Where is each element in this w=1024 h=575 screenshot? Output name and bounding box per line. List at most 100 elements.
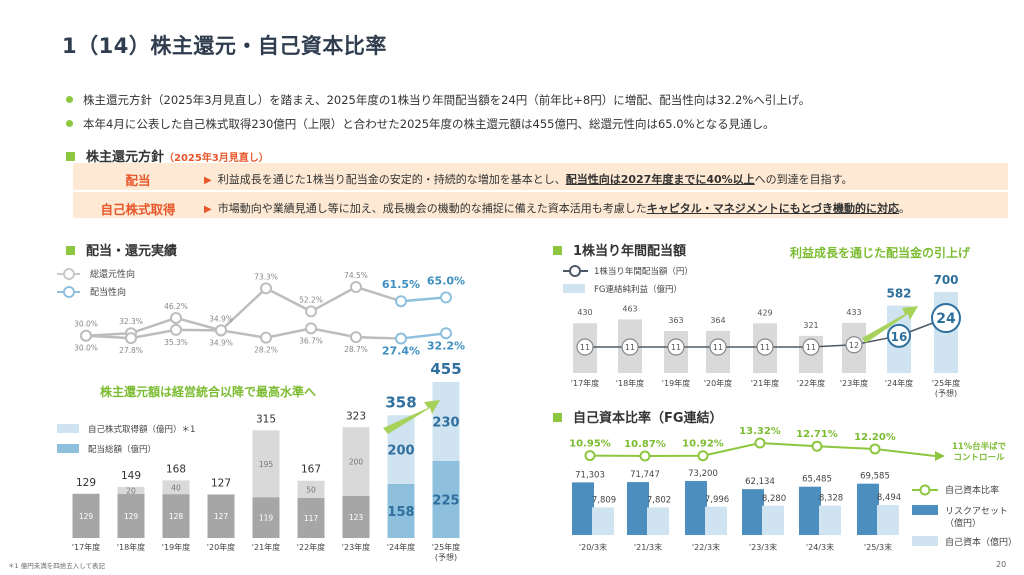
payout-label: 28.2% bbox=[254, 346, 278, 355]
bar-total-label: 149 bbox=[121, 470, 141, 482]
bullet-2-text: 本年4月に公表した自己株式取得230億円（上限）と合わせた2025年度の株主還元… bbox=[83, 117, 775, 131]
bar-dividend-label: 128 bbox=[169, 512, 184, 521]
policy-text-highlight: キャピタル・マネジメントにもとづき機動的に対応 bbox=[646, 202, 900, 215]
equity-category-label: '25/3末 bbox=[864, 542, 892, 552]
bar-profit-label: 582 bbox=[886, 287, 911, 301]
dps-category-label-sub: (予想) bbox=[935, 388, 957, 398]
payout-point bbox=[260, 331, 272, 344]
payout-line-1 bbox=[85, 327, 402, 340]
returns-category-label: '21年度 bbox=[252, 542, 280, 552]
legend-label-buyback: 自己株式取得額（億円）＊1 bbox=[88, 424, 195, 435]
payout-point bbox=[215, 324, 227, 337]
equity-category-label: '21/3末 bbox=[634, 542, 662, 552]
dps-category-label: '24年度 bbox=[885, 378, 913, 388]
dps-point bbox=[756, 338, 774, 356]
bar-dividend bbox=[432, 460, 460, 538]
bar-profit-label: 364 bbox=[710, 316, 725, 325]
payout-label: 30.0% bbox=[74, 344, 98, 353]
equity-ratio-label: 10.95% bbox=[569, 439, 611, 450]
bar-buyback bbox=[162, 480, 190, 495]
bar-total-label: 315 bbox=[256, 413, 276, 425]
bar-equity bbox=[705, 506, 727, 535]
payout-point bbox=[305, 305, 317, 318]
square-bullet-icon bbox=[553, 246, 562, 255]
returns-growth-arrow-icon bbox=[383, 400, 440, 434]
bar-dividend bbox=[387, 483, 415, 538]
dps-point bbox=[709, 338, 727, 356]
payout-point bbox=[170, 311, 182, 324]
payout-label: 34.9% bbox=[209, 314, 233, 323]
bar-dividend bbox=[252, 497, 280, 538]
bar-buyback bbox=[432, 382, 460, 461]
payout-point bbox=[125, 332, 137, 345]
bar-buyback bbox=[342, 427, 370, 496]
bar-total-label: 167 bbox=[301, 464, 321, 476]
dps-category-label: '22年度 bbox=[797, 378, 825, 388]
bar-equity bbox=[762, 505, 784, 535]
bar-equity bbox=[592, 507, 614, 535]
policy-row-dividend: 配当 ▶ 利益成長を通じた1株当り配当金の安定的・持続的な増加を基本とし、配当性向… bbox=[73, 163, 1008, 190]
legend-swatch-equity bbox=[912, 536, 938, 546]
policy-heading: 株主還元方針（2025年3月見直し） bbox=[66, 146, 269, 165]
payout-label: 73.3% bbox=[254, 272, 278, 281]
returns-category-label: '17年度 bbox=[72, 542, 100, 552]
policy-label-dividend: 配当 bbox=[125, 173, 151, 188]
payout-point bbox=[305, 322, 317, 335]
equity-label: 7,996 bbox=[705, 495, 729, 505]
dps-point-label: 11 bbox=[580, 343, 590, 352]
risk-asset-label: 73,200 bbox=[688, 469, 718, 479]
bar-risk-asset bbox=[857, 483, 879, 535]
equity-ratio-label: 13.32% bbox=[739, 426, 781, 437]
bar-risk-asset bbox=[685, 481, 707, 535]
returns-category-label: '23年度 bbox=[342, 542, 370, 552]
bar-profit-label: 363 bbox=[668, 316, 683, 325]
payout-point bbox=[170, 323, 182, 336]
payout-label: 52.2% bbox=[299, 295, 323, 304]
payout-point bbox=[350, 281, 362, 293]
dps-category-label: '17年度 bbox=[571, 378, 599, 388]
bar-buyback-label: 40 bbox=[171, 483, 181, 492]
bar-dividend bbox=[207, 494, 235, 538]
legend-label-total: 総還元性向 bbox=[90, 268, 135, 280]
bar-profit-label: 429 bbox=[757, 308, 772, 317]
policy-box: 配当 ▶ 利益成長を通じた1株当り配当金の安定的・持続的な増加を基本とし、配当性向… bbox=[73, 163, 1008, 218]
equity-ratio-label: 12.20% bbox=[854, 432, 896, 443]
policy-text-pre: 市場動向や業績見通し等に加え、成長機会の機動的な捕捉に備えた資本活用も考慮した bbox=[217, 202, 647, 215]
bar-total-label: 129 bbox=[76, 477, 96, 489]
bar-equity bbox=[647, 507, 669, 535]
bar-equity bbox=[819, 505, 841, 535]
bar-buyback-label: 200 bbox=[349, 458, 364, 467]
dps-point bbox=[576, 338, 594, 356]
equity-category-label: '22/3末 bbox=[692, 542, 720, 552]
dps-point bbox=[621, 338, 639, 356]
bar-profit-label: 463 bbox=[622, 304, 637, 313]
bar-total-label: 358 bbox=[385, 393, 416, 411]
risk-asset-label: 65,485 bbox=[802, 475, 832, 485]
bar-risk-asset bbox=[742, 489, 764, 535]
risk-asset-label: 71,303 bbox=[575, 470, 605, 480]
equity-ratio-label: 10.92% bbox=[682, 439, 724, 450]
payout-line-0 bbox=[85, 285, 402, 337]
equity-label: 7,809 bbox=[592, 495, 616, 505]
dps-point bbox=[845, 336, 863, 354]
returns-category-label: '19年度 bbox=[162, 542, 190, 552]
square-bullet-icon bbox=[553, 413, 562, 422]
dps-growth-arrow-icon bbox=[862, 306, 918, 343]
payout-point bbox=[350, 331, 362, 344]
payout-label: 46.2% bbox=[164, 302, 188, 311]
dps-point-label: 11 bbox=[671, 343, 681, 352]
dps-heading-text: 1株当り年間配当額 bbox=[573, 244, 687, 259]
payout-label: 34.9% bbox=[209, 338, 233, 347]
dps-category-label: '25年度 bbox=[932, 378, 960, 388]
bullet-2: 本年4月に公表した自己株式取得230億円（上限）と合わせた2025年度の株主還元… bbox=[66, 116, 775, 132]
payout-line-fc-0 bbox=[400, 296, 447, 303]
bar-total-label: 455 bbox=[430, 360, 461, 378]
dps-point-label: 11 bbox=[806, 343, 816, 352]
legend-label-dps: 1株当り年間配当額（円） bbox=[594, 266, 693, 277]
dps-point-label: 12 bbox=[849, 341, 859, 350]
policy-label-buyback: 自己株式取得 bbox=[100, 202, 176, 217]
bar-total-label: 323 bbox=[346, 410, 366, 422]
legend-label-equity: 自己資本（億円） bbox=[945, 536, 1017, 548]
dps-category-label: '20年度 bbox=[704, 378, 732, 388]
